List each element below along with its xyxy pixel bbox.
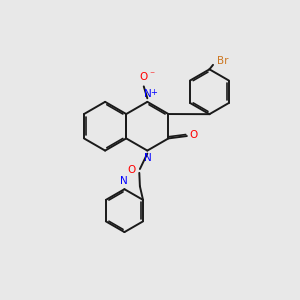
Text: N: N [144, 153, 152, 163]
Text: +: + [150, 88, 157, 97]
Text: O: O [128, 165, 136, 175]
Text: O: O [189, 130, 197, 140]
Text: Br: Br [218, 56, 229, 66]
Text: ⁻: ⁻ [149, 70, 154, 80]
Text: N: N [144, 89, 152, 100]
Text: N: N [120, 176, 128, 186]
Text: O: O [139, 72, 147, 82]
